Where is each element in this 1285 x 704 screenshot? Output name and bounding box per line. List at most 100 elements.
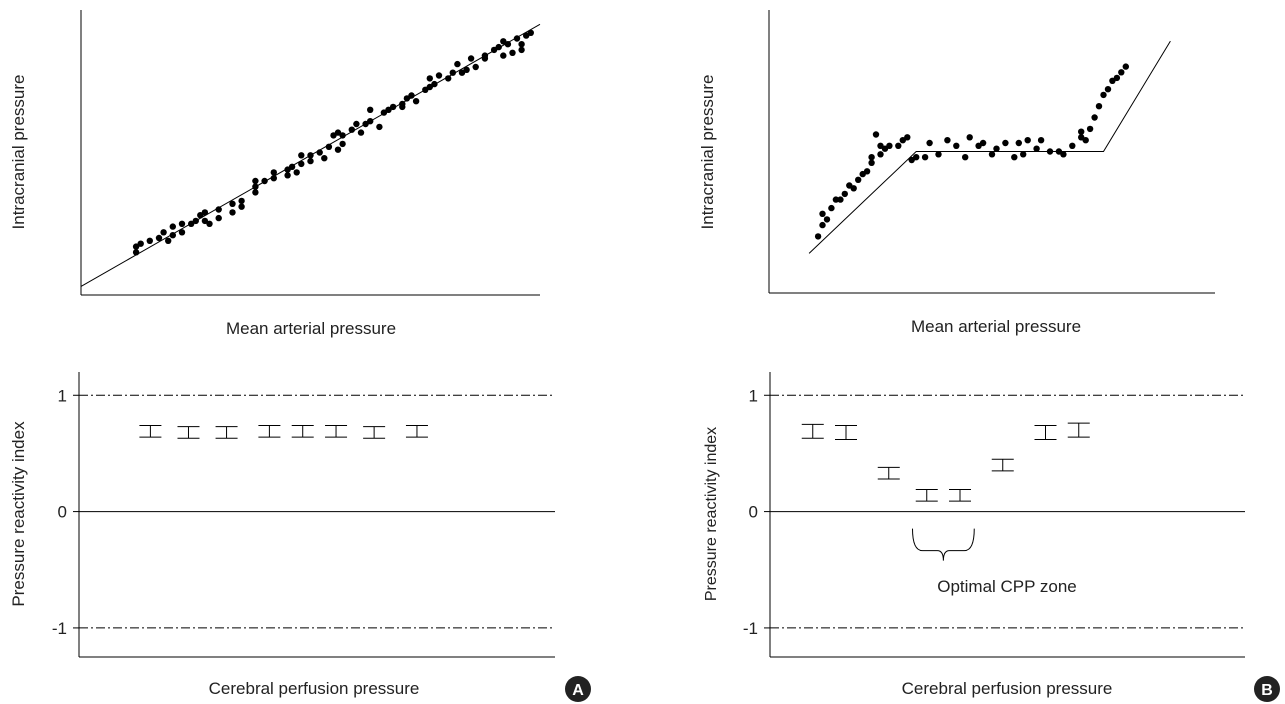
B-top-point bbox=[837, 196, 844, 203]
B-top-point bbox=[1118, 69, 1125, 76]
A-top-point bbox=[206, 220, 213, 227]
B-top-point bbox=[1078, 128, 1085, 135]
B-top-point bbox=[1033, 145, 1040, 152]
B-top-point bbox=[850, 185, 857, 192]
B-top-point bbox=[855, 176, 862, 183]
A-top-point bbox=[132, 243, 140, 250]
A-top-point bbox=[215, 214, 222, 222]
A-top-point bbox=[389, 103, 397, 111]
B-top-point bbox=[1011, 154, 1018, 161]
A-top-point bbox=[325, 143, 333, 150]
A-top-point bbox=[357, 129, 365, 136]
A-top-point bbox=[518, 46, 525, 54]
B-top-point bbox=[966, 134, 973, 141]
B-bottom-error-bar bbox=[991, 458, 1014, 472]
B-top-x-label: Mean arterial pressure bbox=[911, 317, 1081, 336]
B-top-point bbox=[988, 151, 996, 158]
A-bottom-error-bar bbox=[291, 425, 314, 438]
B-top-point bbox=[868, 159, 875, 166]
B-top-fit-line bbox=[808, 40, 1171, 254]
A-top-point bbox=[495, 43, 502, 51]
B-top-point bbox=[1069, 142, 1076, 149]
A-top-point bbox=[252, 183, 259, 190]
B-top-point bbox=[1086, 125, 1094, 133]
B-top-point bbox=[1100, 91, 1107, 99]
B-top-point bbox=[1091, 114, 1098, 121]
A-top-point bbox=[270, 175, 277, 182]
optimal-cpp-annotation: Optimal CPP zone bbox=[937, 577, 1077, 596]
B-bottom-y-label: Pressure reactivity index bbox=[703, 427, 720, 601]
B-top-point bbox=[823, 216, 831, 223]
B-top-point bbox=[926, 139, 933, 147]
A-top-point bbox=[353, 120, 360, 128]
A-top-point bbox=[197, 212, 204, 219]
B-bottom-reference-lines bbox=[770, 394, 1245, 629]
A-top-point bbox=[467, 55, 475, 62]
A-bottom-y-ticks: 1 0 -1 bbox=[52, 386, 79, 638]
A-top-point bbox=[252, 177, 259, 185]
B-bottom-error-bar bbox=[1067, 422, 1090, 438]
B-top-plot-area bbox=[808, 40, 1171, 254]
A-bottom-error-bar bbox=[325, 425, 348, 438]
A-top-point bbox=[178, 220, 186, 227]
A-top-point bbox=[490, 46, 498, 54]
A-top-point bbox=[454, 60, 461, 68]
A-top-point bbox=[334, 129, 342, 136]
A-top-y-label: Intracranial pressure bbox=[9, 75, 28, 230]
A-bottom-y-tick-label: 1 bbox=[58, 386, 67, 405]
A-top-point bbox=[527, 29, 534, 36]
A-top-point bbox=[472, 63, 479, 71]
A-top-point bbox=[445, 75, 452, 82]
A-bottom-y-label: Pressure reactivity index bbox=[9, 421, 28, 607]
A-top-point bbox=[509, 49, 516, 56]
B-bottom-error-bar bbox=[835, 425, 857, 440]
A-top-point bbox=[431, 80, 438, 88]
B-bottom-y-tick-label: 1 bbox=[749, 386, 758, 405]
B-top-point bbox=[895, 142, 902, 149]
B-top-point bbox=[1037, 137, 1045, 144]
A-top-point bbox=[229, 209, 236, 216]
A-top-point bbox=[316, 149, 323, 156]
A-top-point bbox=[458, 69, 466, 76]
B-top-point bbox=[886, 142, 893, 149]
A-bottom-x-label: Cerebral perfusion pressure bbox=[209, 679, 420, 698]
B-top-point bbox=[1113, 74, 1121, 82]
optimal-cpp-brace bbox=[912, 528, 975, 561]
A-top-point bbox=[169, 223, 176, 230]
A-bottom-error-bar bbox=[139, 425, 162, 438]
B-top-point bbox=[1015, 139, 1022, 147]
A-bottom-error-bar bbox=[405, 425, 428, 438]
B-bottom-error-bar bbox=[1034, 425, 1057, 440]
A-top-point bbox=[435, 72, 443, 79]
panel-badge-A: A bbox=[565, 676, 591, 702]
A-top-point bbox=[261, 177, 268, 185]
A-top-point bbox=[376, 123, 383, 131]
A-top-point bbox=[307, 152, 314, 159]
B-top-point bbox=[877, 142, 884, 149]
A-top-point bbox=[178, 229, 186, 236]
A-top-point bbox=[513, 35, 521, 42]
B-top-point bbox=[841, 190, 848, 198]
A-top-point bbox=[321, 155, 328, 162]
A-top-point bbox=[385, 106, 392, 114]
B-bottom-x-label: Cerebral perfusion pressure bbox=[902, 679, 1113, 698]
A-top-point bbox=[504, 41, 512, 48]
B-top-point bbox=[814, 233, 822, 240]
A-top-point bbox=[399, 103, 406, 111]
A-top-point bbox=[426, 75, 433, 82]
A-top-point bbox=[215, 206, 222, 213]
A-top-point bbox=[422, 86, 429, 94]
A-top-point bbox=[463, 66, 470, 74]
B-top-point bbox=[1020, 151, 1027, 158]
B-top-point bbox=[904, 134, 911, 141]
A-top-point bbox=[160, 229, 167, 236]
A-top-point bbox=[146, 237, 153, 244]
B-top-point bbox=[1122, 63, 1130, 70]
B-top-point bbox=[935, 151, 942, 158]
B-bottom-error-bar bbox=[801, 423, 824, 439]
panel-badge-B: B bbox=[1254, 676, 1280, 702]
A-top-point bbox=[518, 41, 525, 48]
A-top-point bbox=[481, 52, 489, 59]
A-top-point bbox=[412, 98, 420, 105]
